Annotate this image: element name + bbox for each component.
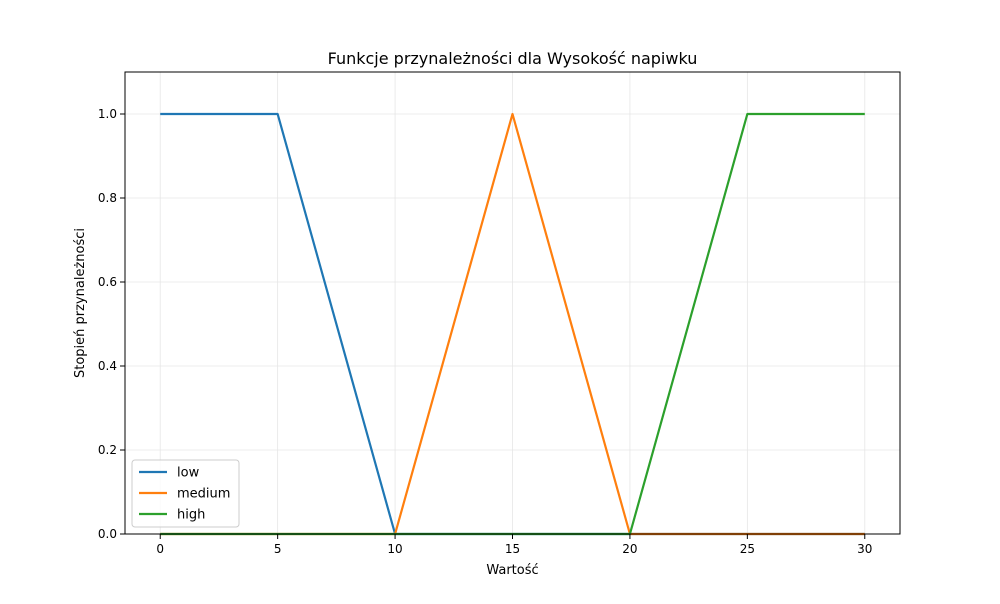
y-tick-label: 0.6 <box>98 275 117 289</box>
y-tick-label: 0.0 <box>98 527 117 541</box>
legend: low medium high <box>131 459 240 528</box>
y-tick-label: 0.4 <box>98 359 117 373</box>
legend-box <box>131 459 240 528</box>
x-tick-label: 20 <box>622 542 637 556</box>
x-tick-label: 25 <box>740 542 755 556</box>
x-tick-label: 30 <box>857 542 872 556</box>
x-tick-label: 0 <box>156 542 164 556</box>
y-axis-ticks: 0.0 0.2 0.4 0.6 0.8 1.0 <box>98 107 125 541</box>
y-tick-label: 0.8 <box>98 191 117 205</box>
x-tick-label: 10 <box>387 542 402 556</box>
y-tick-label: 1.0 <box>98 107 117 121</box>
y-axis-label: Stopień przynależności <box>73 228 88 378</box>
x-axis-ticks: 0 5 10 15 20 25 30 <box>156 534 872 556</box>
x-axis-label: Wartość <box>486 563 538 578</box>
chart-title: Funkcje przynależności dla Wysokość napi… <box>328 49 698 68</box>
x-tick-label: 15 <box>505 542 520 556</box>
legend-label-low: low <box>177 466 200 481</box>
y-tick-label: 0.2 <box>98 443 117 457</box>
legend-label-high: high <box>177 508 205 523</box>
x-tick-label: 5 <box>274 542 282 556</box>
legend-label-medium: medium <box>177 487 230 502</box>
